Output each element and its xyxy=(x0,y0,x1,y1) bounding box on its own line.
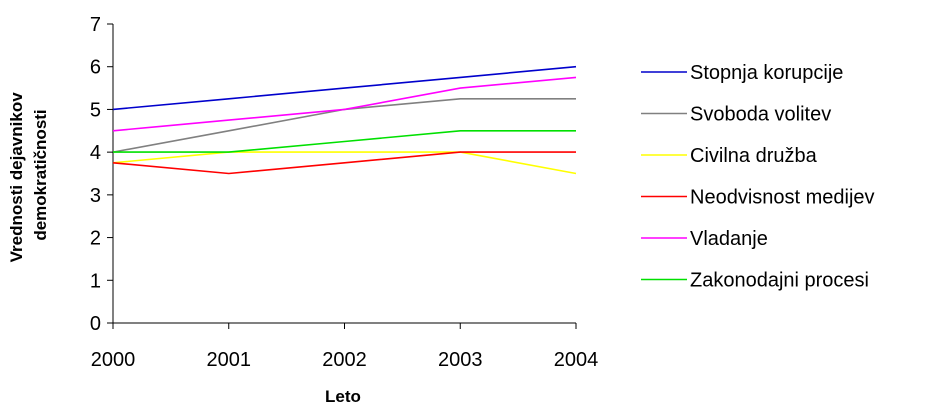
series-line xyxy=(112,98,576,153)
y-axis-label-line-2: demokratičnosti xyxy=(31,109,50,240)
y-axis-label: Vrednosti dejavnikov demokratičnosti xyxy=(7,88,50,263)
series-line xyxy=(112,76,577,132)
x-tick-label: 2004 xyxy=(554,349,599,371)
y-tick-label: 6 xyxy=(90,57,101,79)
legend-label: Civilna družba xyxy=(690,145,818,167)
series-line xyxy=(112,151,577,175)
series-line xyxy=(113,130,576,153)
legend-label: Stopnja korupcije xyxy=(690,62,843,84)
legend-label: Zakonodajni procesi xyxy=(690,270,869,292)
legend-label: Vladanje xyxy=(690,228,768,250)
legend-label: Neodvisnost medijev xyxy=(690,187,875,209)
x-tick-label: 2000 xyxy=(91,349,136,371)
x-tick-label: 2003 xyxy=(438,349,483,371)
y-axis-label-line-1: Vrednosti dejavnikov xyxy=(7,92,26,263)
x-axis-label: Leto xyxy=(325,387,361,406)
legend: Stopnja korupcije Svoboda volitev Civilna … xyxy=(641,62,875,292)
y-tick-label: 7 xyxy=(90,14,101,36)
legend-label: Svoboda volitev xyxy=(690,104,831,126)
series-line xyxy=(112,65,577,111)
y-tick-label: 1 xyxy=(90,270,101,292)
series-lines xyxy=(112,65,577,175)
y-tick-label: 3 xyxy=(90,185,101,207)
x-tick-label: 2001 xyxy=(207,349,252,371)
y-tick-label: 4 xyxy=(90,142,101,164)
y-tick-label: 5 xyxy=(90,99,101,121)
axis-labels: Leto Vrednosti dejavnikov demokratičnost… xyxy=(7,88,361,406)
axes: 0 1 2 3 4 5 6 7 2000 2001 2002 2003 2004 xyxy=(90,14,598,371)
series-line xyxy=(112,151,576,175)
x-tick-label: 2002 xyxy=(322,349,367,371)
y-tick-label: 2 xyxy=(90,228,101,250)
y-tick-label: 0 xyxy=(90,313,101,335)
